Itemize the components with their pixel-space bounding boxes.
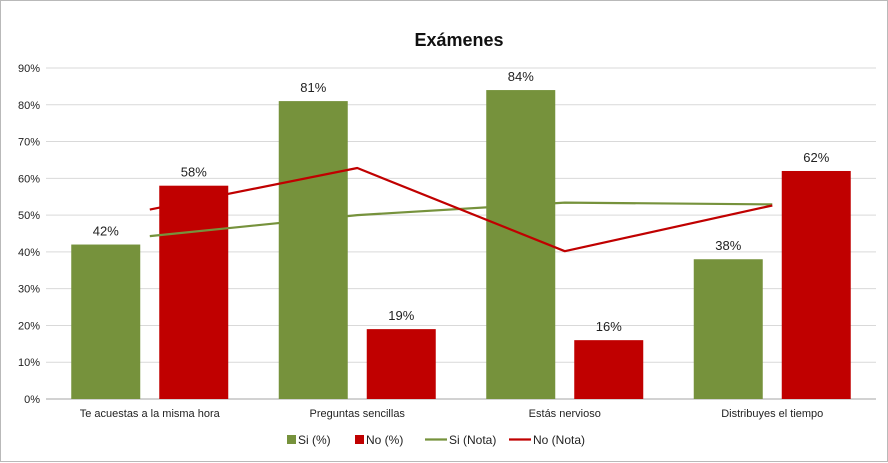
legend-label: Si (%) <box>298 433 331 447</box>
lines <box>149 166 773 253</box>
bars <box>71 90 851 400</box>
legend-label: No (Nota) <box>533 433 585 447</box>
line-si-nota <box>149 201 773 238</box>
bar-no <box>366 329 436 399</box>
y-tick-label: 60% <box>18 173 40 185</box>
y-tick-label: 70% <box>18 137 40 149</box>
chart-title: Exámenes <box>414 30 503 50</box>
data-label: 58% <box>181 165 207 180</box>
legend-swatch <box>355 435 364 444</box>
bar-si <box>693 259 763 399</box>
x-tick-label: Te acuestas a la misma hora <box>80 408 221 420</box>
data-labels: 42% 81% 84% 38% 58% 19% 16% 62% <box>93 69 830 334</box>
y-tick-label: 90% <box>18 63 40 75</box>
legend-label: Si (Nota) <box>449 433 496 447</box>
legend: Si (%) No (%) Si (Nota) No (Nota) <box>287 433 585 447</box>
bar-no <box>159 185 229 399</box>
y-tick-label: 10% <box>18 357 40 369</box>
bar-si <box>278 101 348 399</box>
legend-label: No (%) <box>366 433 403 447</box>
y-tick-label: 80% <box>18 100 40 112</box>
bar-no <box>574 340 644 399</box>
line-no-nota <box>149 166 773 253</box>
data-label: 16% <box>596 319 622 334</box>
y-tick-label: 30% <box>18 284 40 296</box>
y-tick-label: 0% <box>24 394 40 406</box>
data-label: 62% <box>803 150 829 165</box>
data-label: 84% <box>508 69 534 84</box>
data-label: 42% <box>93 224 119 239</box>
y-axis: 0% 10% 20% 30% 40% 50% 60% 70% 80% 90% <box>18 63 40 406</box>
x-tick-label: Preguntas sencillas <box>310 408 406 420</box>
bar-no <box>781 170 851 399</box>
data-label: 38% <box>715 238 741 253</box>
y-tick-label: 50% <box>18 210 40 222</box>
y-tick-label: 40% <box>18 247 40 259</box>
y-tick-label: 20% <box>18 320 40 332</box>
x-tick-label: Estás nervioso <box>529 408 601 420</box>
x-axis: Te acuestas a la misma hora Preguntas sen… <box>80 408 824 420</box>
legend-swatch <box>287 435 296 444</box>
data-label: 19% <box>388 308 414 323</box>
bar-si <box>486 90 556 400</box>
data-label: 81% <box>300 80 326 95</box>
bar-si <box>71 244 141 399</box>
x-tick-label: Distribuyes el tiempo <box>721 408 823 420</box>
